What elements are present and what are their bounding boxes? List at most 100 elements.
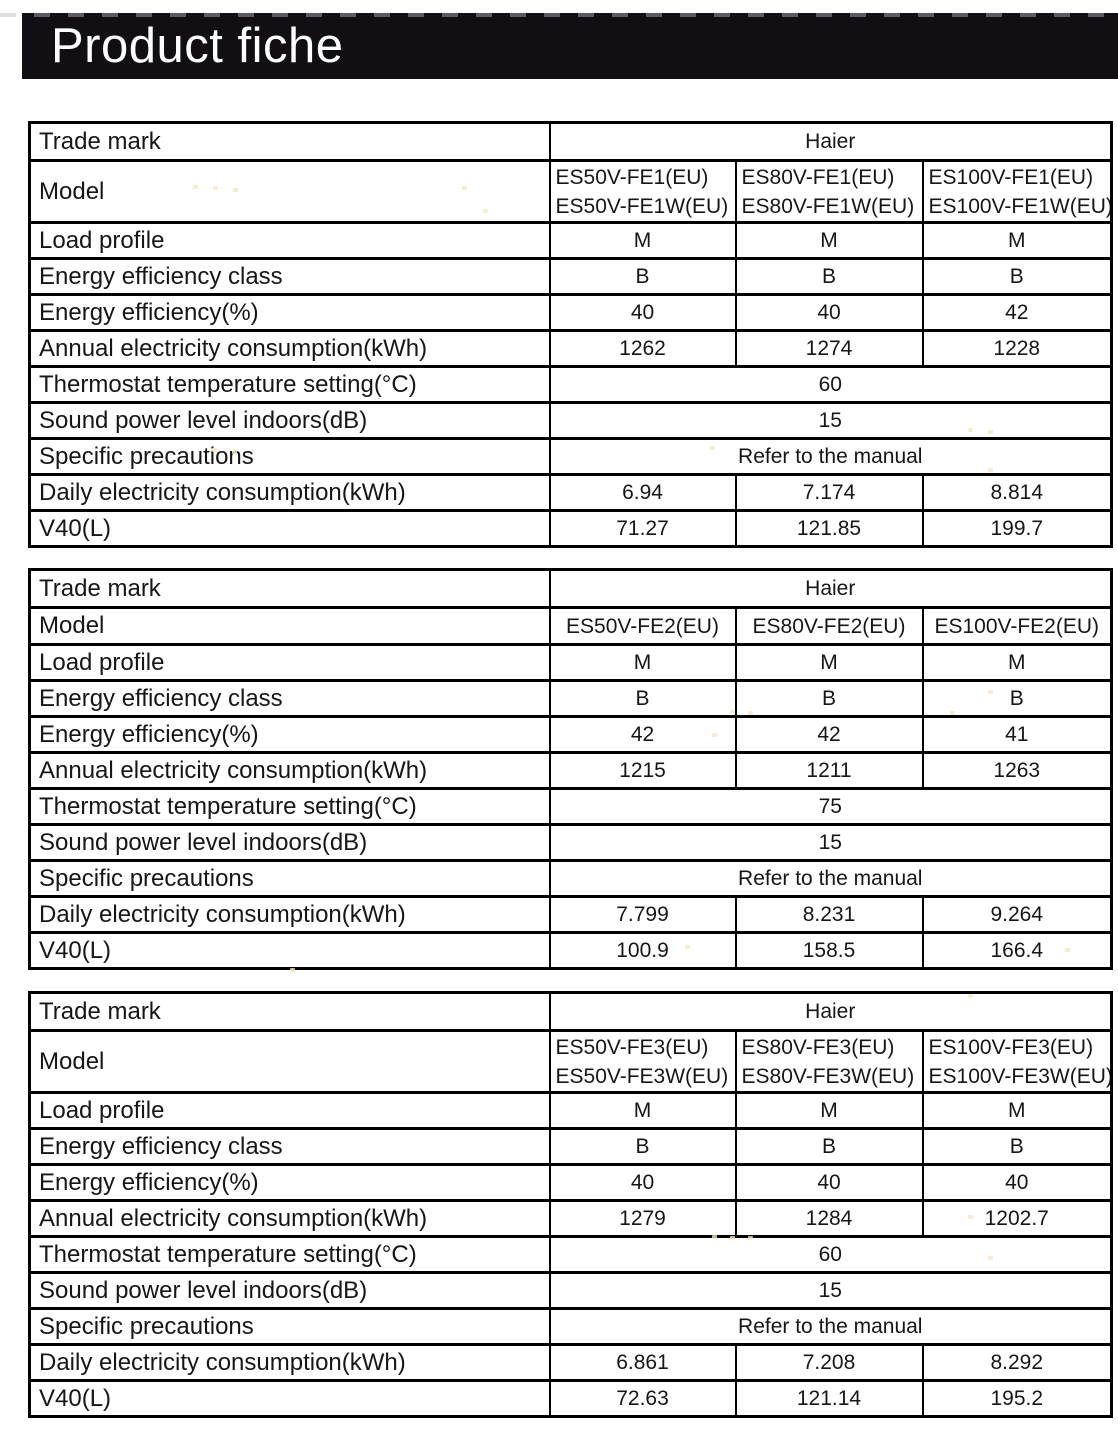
v40-value: 121.14: [734, 1379, 924, 1418]
model-value: ES50V-FE3(EU) ES50V-FE3W(EU): [548, 1029, 737, 1094]
scan-speck: [290, 968, 295, 972]
daily-consumption-value: 8.814: [921, 473, 1113, 512]
annual-consumption-value: 1215: [548, 751, 737, 790]
scan-speck: [483, 209, 488, 213]
sound-level-value: 15: [548, 823, 1113, 862]
row-label-trade-mark: Trade mark: [28, 991, 551, 1032]
trade-mark-value: Haier: [548, 121, 1113, 162]
table-row-energy-efficiency: Energy efficiency(%) 40 40 42: [28, 293, 1113, 332]
scan-speck: [968, 428, 973, 432]
row-label-sound-level: Sound power level indoors(dB): [28, 1271, 551, 1310]
table-row-v40: V40(L) 71.27 121.85 199.7: [28, 509, 1113, 548]
table-row-thermostat: Thermostat temperature setting(°C) 75: [28, 787, 1113, 826]
row-label-precautions: Specific precautions: [28, 859, 551, 898]
scan-speck: [988, 690, 993, 694]
row-label-thermostat: Thermostat temperature setting(°C): [28, 1235, 551, 1274]
row-label-precautions: Specific precautions: [28, 437, 551, 476]
v40-value: 121.85: [734, 509, 924, 548]
table-row-annual-consumption: Annual electricity consumption(kWh) 1279…: [28, 1199, 1113, 1238]
table-row-v40: V40(L) 100.9 158.5 166.4: [28, 931, 1113, 970]
model-line: ES80V-FE2(EU): [752, 614, 906, 638]
load-profile-value: M: [921, 1091, 1113, 1130]
v40-value: 71.27: [548, 509, 737, 548]
energy-class-value: B: [548, 257, 737, 296]
product-fiche-table-fe2: Trade mark Haier Model ES50V-FE2(EU) ES8…: [28, 568, 1113, 970]
daily-consumption-value: 6.861: [548, 1343, 737, 1382]
annual-consumption-value: 1284: [734, 1199, 924, 1238]
table-row-model: Model ES50V-FE3(EU) ES50V-FE3W(EU) ES80V…: [28, 1029, 1113, 1094]
energy-class-value: B: [548, 1127, 737, 1166]
table-row-load-profile: Load profile M M M: [28, 643, 1113, 682]
table-row-load-profile: Load profile M M M: [28, 1091, 1113, 1130]
scan-speck: [212, 448, 217, 452]
row-label-v40: V40(L): [28, 509, 551, 548]
row-label-sound-level: Sound power level indoors(dB): [28, 401, 551, 440]
table-row-model: Model ES50V-FE1(EU) ES50V-FE1W(EU) ES80V…: [28, 159, 1113, 224]
load-profile-value: M: [734, 643, 924, 682]
model-value: ES80V-FE2(EU): [734, 606, 924, 646]
row-label-energy-class: Energy efficiency class: [28, 1127, 551, 1166]
energy-class-value: B: [734, 1127, 924, 1166]
scan-speck: [748, 711, 753, 715]
load-profile-value: M: [548, 221, 737, 260]
scan-speck: [988, 468, 993, 472]
table-row-energy-class: Energy efficiency class B B B: [28, 257, 1113, 296]
scan-speck: [950, 711, 955, 715]
model-line: ES50V-FE1W(EU): [555, 194, 729, 218]
model-line: ES100V-FE1W(EU): [928, 194, 1112, 218]
load-profile-value: M: [734, 221, 924, 260]
model-line: ES100V-FE2(EU): [934, 614, 1100, 638]
table-row-energy-efficiency: Energy efficiency(%) 40 40 40: [28, 1163, 1113, 1202]
daily-consumption-value: 7.174: [734, 473, 924, 512]
table-row-sound-level: Sound power level indoors(dB) 15: [28, 401, 1113, 440]
thermostat-value: 60: [548, 1235, 1113, 1274]
model-line: ES80V-FE3W(EU): [741, 1064, 915, 1088]
model-line: ES80V-FE1W(EU): [741, 194, 915, 218]
v40-value: 158.5: [734, 931, 924, 970]
row-label-precautions: Specific precautions: [28, 1307, 551, 1346]
row-label-load-profile: Load profile: [28, 643, 551, 682]
load-profile-value: M: [548, 643, 737, 682]
scan-edge-artifact: [0, 13, 1118, 17]
precautions-value: Refer to the manual: [548, 859, 1113, 898]
table-row-energy-class: Energy efficiency class B B B: [28, 679, 1113, 718]
energy-efficiency-value: 40: [548, 293, 737, 332]
v40-value: 100.9: [548, 931, 737, 970]
annual-consumption-value: 1228: [921, 329, 1113, 368]
energy-class-value: B: [921, 1127, 1113, 1166]
model-line: ES50V-FE3(EU): [555, 1035, 709, 1059]
table-row-annual-consumption: Annual electricity consumption(kWh) 1262…: [28, 329, 1113, 368]
model-line: ES100V-FE1(EU): [928, 165, 1094, 189]
load-profile-value: M: [734, 1091, 924, 1130]
model-value: ES100V-FE3(EU) ES100V-FE3W(EU): [921, 1029, 1113, 1094]
row-label-load-profile: Load profile: [28, 221, 551, 260]
product-fiche-table-fe3: Trade mark Haier Model ES50V-FE3(EU) ES5…: [28, 991, 1113, 1418]
model-line: ES100V-FE3(EU): [928, 1035, 1094, 1059]
row-label-energy-efficiency: Energy efficiency(%): [28, 715, 551, 754]
table-row-trade-mark: Trade mark Haier: [28, 121, 1113, 162]
energy-efficiency-value: 42: [734, 715, 924, 754]
row-label-annual-consumption: Annual electricity consumption(kWh): [28, 1199, 551, 1238]
table-row-sound-level: Sound power level indoors(dB) 15: [28, 1271, 1113, 1310]
scan-speck: [213, 186, 218, 190]
model-line: ES100V-FE3W(EU): [928, 1064, 1112, 1088]
row-label-trade-mark: Trade mark: [28, 568, 551, 609]
table-row-annual-consumption: Annual electricity consumption(kWh) 1215…: [28, 751, 1113, 790]
model-value: ES50V-FE1(EU) ES50V-FE1W(EU): [548, 159, 737, 224]
annual-consumption-value: 1279: [548, 1199, 737, 1238]
v40-value: 199.7: [921, 509, 1113, 548]
table-row-energy-efficiency: Energy efficiency(%) 42 42 41: [28, 715, 1113, 754]
table-row-precautions: Specific precautions Refer to the manual: [28, 1307, 1113, 1346]
model-value: ES80V-FE3(EU) ES80V-FE3W(EU): [734, 1029, 924, 1094]
model-value: ES100V-FE1(EU) ES100V-FE1W(EU): [921, 159, 1113, 224]
model-line: ES50V-FE2(EU): [566, 614, 719, 638]
table-row-energy-class: Energy efficiency class B B B: [28, 1127, 1113, 1166]
trade-mark-value: Haier: [548, 568, 1113, 609]
table-row-daily-consumption: Daily electricity consumption(kWh) 7.799…: [28, 895, 1113, 934]
scan-speck: [988, 1256, 993, 1260]
scan-speck: [1065, 948, 1070, 952]
row-label-daily-consumption: Daily electricity consumption(kWh): [28, 895, 551, 934]
table-row-daily-consumption: Daily electricity consumption(kWh) 6.861…: [28, 1343, 1113, 1382]
energy-efficiency-value: 42: [921, 293, 1113, 332]
annual-consumption-value: 1202.7: [921, 1199, 1113, 1238]
